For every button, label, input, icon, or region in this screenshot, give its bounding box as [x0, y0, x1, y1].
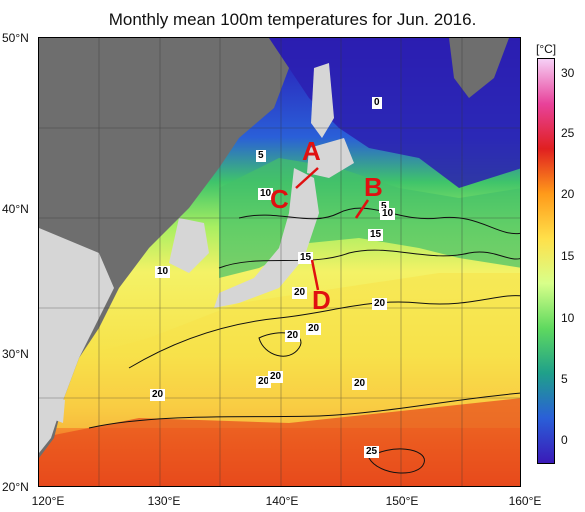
contour-label: 20: [268, 371, 284, 383]
lon-label: 130°E: [147, 494, 181, 508]
contour-label: 10: [155, 266, 171, 278]
contour-label: 20: [285, 330, 301, 342]
contour-label: 25: [364, 446, 380, 458]
temperature-map: [38, 37, 521, 487]
contour-label: 15: [368, 229, 384, 241]
colorbar-tick: 30: [561, 66, 575, 80]
section-marker-b: B: [364, 172, 383, 202]
lon-label: 160°E: [508, 494, 542, 508]
colorbar-tick: 5: [561, 372, 568, 386]
colorbar-unit: [°C]: [536, 42, 557, 56]
lat-label: 50°N: [2, 31, 29, 45]
contour-label: 5: [256, 150, 266, 162]
colorbar-tick: 20: [561, 187, 575, 201]
colorbar-tick: 0: [561, 433, 568, 447]
contour-label: 10: [258, 188, 274, 200]
colorbar: [537, 58, 555, 464]
contour-label: 20: [352, 378, 368, 390]
lon-label: 140°E: [265, 494, 299, 508]
contour-label: 20: [306, 323, 322, 335]
colorbar-tick: 10: [561, 311, 575, 325]
contour-label: 5: [379, 201, 389, 213]
contour-label: 20: [256, 376, 272, 388]
colorbar-tick: 25: [561, 126, 575, 140]
lon-label: 120°E: [31, 494, 65, 508]
lon-label: 150°E: [385, 494, 419, 508]
contour-label: 20: [292, 287, 308, 299]
lat-label: 30°N: [2, 347, 29, 361]
colorbar-tick: 15: [561, 249, 575, 263]
contour-label: 20: [150, 389, 166, 401]
contour-label: 0: [372, 97, 382, 109]
lat-label: 40°N: [2, 202, 29, 216]
contour-label: 10: [380, 208, 396, 220]
contour-label: 15: [298, 252, 314, 264]
section-marker-a: A: [302, 136, 321, 166]
map-title: Monthly mean 100m temperatures for Jun. …: [108, 10, 477, 29]
temperature-field: [39, 38, 520, 486]
section-marker-c: C: [270, 184, 289, 214]
section-marker-d: D: [312, 285, 331, 315]
lat-label: 20°N: [2, 480, 29, 494]
contour-label: 20: [372, 298, 388, 310]
